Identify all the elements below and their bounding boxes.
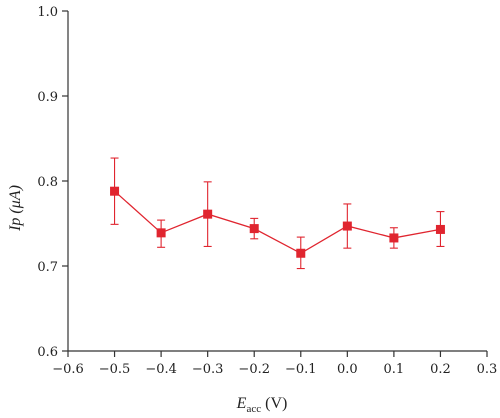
data-point (156, 228, 166, 238)
y-tick-label: 0.8 (37, 175, 58, 190)
y-axis-label: Ip (μA) (7, 185, 24, 232)
y-tick-label: 0.9 (37, 90, 58, 105)
data-point (249, 224, 259, 234)
y-tick-label: 0.7 (37, 260, 58, 275)
x-axis-label: Eacc (V) (236, 395, 288, 415)
x-axis-label-unit: (V) (265, 395, 287, 412)
data-point (435, 224, 445, 234)
x-tick-label: −0.6 (52, 362, 84, 377)
y-ticks: 0.6 0.7 0.8 0.9 1.0 (37, 5, 68, 360)
axes (67, 11, 487, 352)
data-point (342, 221, 352, 231)
y-axis-label-text: Ip (μA) (7, 185, 24, 232)
data-point (110, 186, 120, 196)
x-axis-label-sub: acc (246, 403, 261, 415)
x-ticks: −0.6 −0.5 −0.4 −0.3 −0.2 −0.1 0.0 0.1 0.2 0.3 (52, 351, 497, 377)
data-point (203, 209, 213, 219)
x-tick-label: −0.1 (285, 362, 317, 377)
y-tick-label: 0.6 (37, 345, 58, 360)
y-tick-label: 1.0 (37, 5, 58, 20)
series-line (114, 190, 441, 255)
x-tick-label: −0.2 (238, 362, 270, 377)
x-tick-label: 0.1 (384, 362, 405, 377)
x-tick-label: 0.0 (337, 362, 358, 377)
data-point (389, 233, 399, 243)
x-tick-label: −0.3 (192, 362, 224, 377)
x-tick-label: −0.5 (99, 362, 131, 377)
x-tick-label: 0.3 (477, 362, 498, 377)
x-axis-label-main: E (236, 395, 247, 412)
x-tick-label: −0.4 (145, 362, 177, 377)
x-tick-label: 0.2 (430, 362, 451, 377)
data-point (296, 248, 306, 258)
series-layer (110, 157, 445, 270)
